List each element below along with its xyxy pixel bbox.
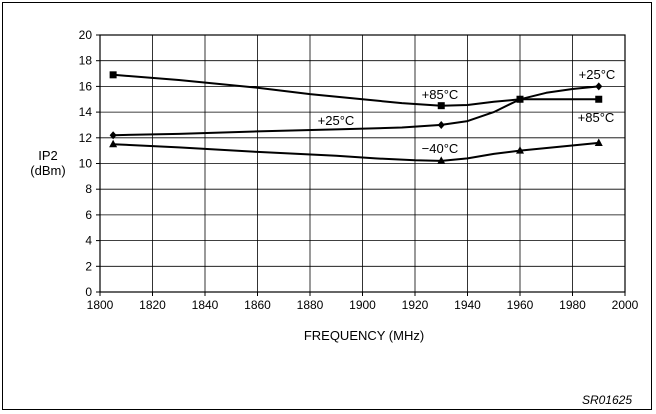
annotation-25c-right: +25°C	[579, 67, 616, 82]
y-tick-label: 10	[79, 157, 93, 171]
annotation-minus40c: −40°C	[422, 141, 459, 156]
data-point-diamond	[437, 120, 445, 129]
series-line-1	[113, 85, 599, 137]
annotation-25c-mid: +25°C	[318, 113, 355, 128]
data-point-diamond	[516, 95, 524, 104]
y-axis-title-line2: (dBm)	[30, 163, 65, 178]
tick-labels: 1800 1820 1840 1860 1880 1900 1920 1940 1960 1980…	[79, 28, 639, 312]
figure-frame	[2, 2, 652, 410]
y-tick-label: 16	[79, 79, 93, 93]
figure-code: SR01625	[582, 393, 632, 407]
y-tick-label: 8	[85, 182, 92, 196]
data-point-triangle	[109, 139, 118, 148]
y-axis-title-line1: IP2	[38, 148, 58, 163]
y-tick-label: 14	[79, 105, 93, 119]
data-point-square	[437, 102, 445, 110]
x-tick-label: 1800	[87, 298, 114, 312]
y-tick-label: 12	[79, 131, 93, 145]
data-point-square	[595, 95, 603, 103]
x-tick-label: 1940	[454, 298, 481, 312]
grid	[96, 34, 626, 296]
data-point-square	[109, 71, 117, 79]
series-line-0	[113, 73, 599, 107]
x-tick-label: 1820	[139, 298, 166, 312]
data-point-triangle	[437, 156, 446, 164]
series-line-2	[113, 141, 599, 162]
x-tick-label: 1900	[349, 298, 376, 312]
annotation-85c-mid: +85°C	[422, 87, 459, 102]
x-tick-label: 1920	[402, 298, 429, 312]
annotation-85c-right: +85°C	[578, 110, 615, 125]
x-tick-label: 2000	[612, 298, 639, 312]
data-point-triangle	[594, 138, 603, 146]
x-tick-label: 1880	[297, 298, 324, 312]
y-tick-label: 0	[85, 285, 92, 299]
data-point-diamond	[595, 82, 603, 91]
data-point-triangle	[516, 146, 524, 154]
y-tick-label: 4	[85, 234, 92, 248]
x-axis-title: FREQUENCY (MHz)	[304, 328, 424, 343]
y-tick-label: 2	[85, 259, 92, 273]
x-tick-label: 1860	[244, 298, 271, 312]
x-tick-label: 1960	[507, 298, 534, 312]
y-tick-label: 20	[79, 28, 93, 42]
series-layer	[109, 71, 603, 164]
data-point-diamond	[109, 131, 117, 140]
y-tick-label: 6	[85, 208, 92, 222]
x-tick-label: 1980	[559, 298, 586, 312]
x-tick-label: 1840	[192, 298, 219, 312]
y-tick-label: 18	[79, 54, 93, 68]
